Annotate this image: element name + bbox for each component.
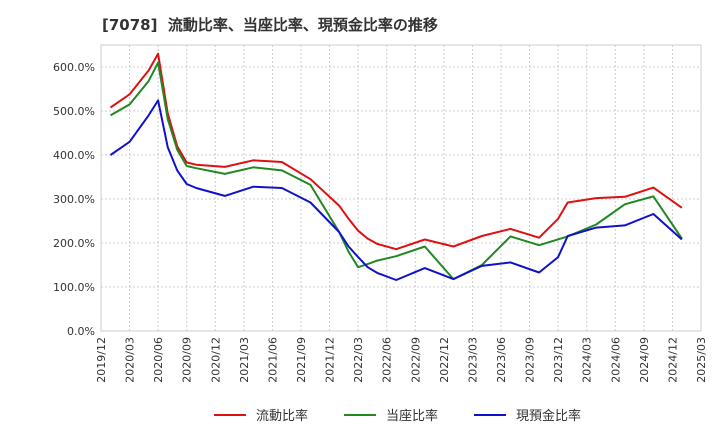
x-tick-label: 2021/03 bbox=[238, 337, 251, 383]
y-tick-label: 100.0% bbox=[53, 281, 95, 294]
x-tick-label: 2024/06 bbox=[609, 337, 622, 383]
x-tick-label: 2020/12 bbox=[209, 337, 222, 383]
x-tick-label: 2023/12 bbox=[552, 337, 565, 383]
y-tick-label: 200.0% bbox=[53, 237, 95, 250]
y-tick-label: 600.0% bbox=[53, 61, 95, 74]
series-line-2 bbox=[110, 61, 683, 281]
chart-title: [7078] 流動比率、当座比率、現預金比率の推移 bbox=[102, 16, 438, 34]
x-tick-label: 2021/12 bbox=[324, 337, 337, 383]
y-tick-label: 500.0% bbox=[53, 105, 95, 118]
x-tick-label: 2023/09 bbox=[524, 337, 537, 383]
plot-area bbox=[100, 44, 702, 332]
x-tick-label: 2021/06 bbox=[266, 337, 279, 383]
y-tick-label: 0.0% bbox=[67, 325, 95, 338]
y-tick-label: 300.0% bbox=[53, 193, 95, 206]
x-tick-label: 2022/06 bbox=[381, 337, 394, 383]
y-tick-label: 400.0% bbox=[53, 149, 95, 162]
x-tick-label: 2019/12 bbox=[95, 337, 108, 383]
x-tick-label: 2025/03 bbox=[695, 337, 708, 383]
x-tick-label: 2024/09 bbox=[638, 337, 651, 383]
x-tick-label: 2020/06 bbox=[152, 337, 165, 383]
x-tick-label: 2023/06 bbox=[495, 337, 508, 383]
x-tick-label: 2024/03 bbox=[581, 337, 594, 383]
x-tick-label: 2020/09 bbox=[181, 337, 194, 383]
x-tick-label: 2022/03 bbox=[352, 337, 365, 383]
x-tick-label: 2020/03 bbox=[124, 337, 137, 383]
x-tick-label: 2024/12 bbox=[666, 337, 679, 383]
x-tick-label: 2021/09 bbox=[295, 337, 308, 383]
x-tick-label: 2022/09 bbox=[409, 337, 422, 383]
x-tick-label: 2022/12 bbox=[438, 337, 451, 383]
x-tick-label: 2023/03 bbox=[466, 337, 479, 383]
legend-label-2: 当座比率 bbox=[386, 408, 438, 424]
legend-label-1: 流動比率 bbox=[256, 408, 308, 424]
series-line-3 bbox=[109, 99, 683, 281]
legend-label-3: 現預金比率 bbox=[516, 408, 581, 424]
series-line-1 bbox=[109, 52, 683, 251]
